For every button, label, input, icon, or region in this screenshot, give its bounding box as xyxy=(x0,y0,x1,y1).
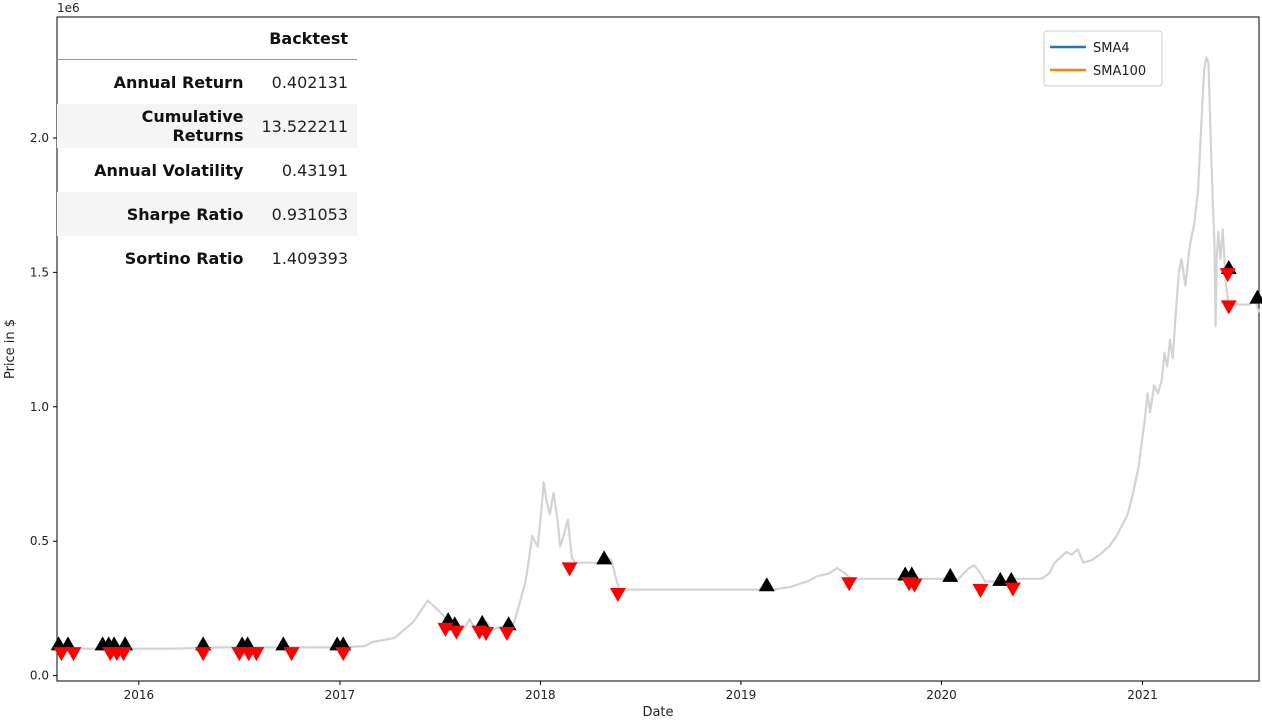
sell-signal-marker xyxy=(335,647,352,662)
x-axis-label: Date xyxy=(642,705,673,720)
stats-corner xyxy=(57,17,253,60)
stats-row-label: Sharpe Ratio xyxy=(57,192,253,236)
y-offset-label: 1e6 xyxy=(57,1,80,15)
stats-row: Cumulative Returns 13.522211 xyxy=(57,104,357,148)
stats-row: Sortino Ratio 1.409393 xyxy=(57,236,357,280)
buy-signal-layer xyxy=(50,260,1262,651)
stats-row-label: Cumulative Returns xyxy=(57,104,253,148)
buy-signal-marker xyxy=(758,577,775,592)
sell-signal-marker xyxy=(195,647,212,662)
x-tick-label: 2018 xyxy=(525,688,556,702)
legend-box xyxy=(1043,30,1163,87)
plot-frame xyxy=(56,16,1260,682)
buy-signal-marker xyxy=(117,636,134,651)
x-tick-label: 2017 xyxy=(325,688,356,702)
buy-signal-marker xyxy=(106,636,123,651)
price-series-line xyxy=(57,56,1261,650)
sell-signal-marker xyxy=(1220,300,1237,315)
sell-signal-marker xyxy=(283,647,300,662)
y-tick-label: 1.0 xyxy=(30,400,49,414)
buy-signal-marker xyxy=(596,550,613,565)
stats-row: Sharpe Ratio 0.931053 xyxy=(57,192,357,236)
stats-row-value: 1.409393 xyxy=(271,248,348,268)
sell-signal-marker xyxy=(972,583,989,598)
sell-signal-marker xyxy=(1219,268,1236,283)
sell-signal-marker xyxy=(841,577,858,592)
sell-signal-marker xyxy=(561,562,578,577)
stats-row: Annual Volatility 0.43191 xyxy=(57,148,357,192)
y-tick-label: 2.0 xyxy=(30,131,49,145)
buy-signal-marker xyxy=(275,636,292,651)
buy-signal-marker xyxy=(474,614,491,629)
stats-row-value: 0.43191 xyxy=(281,160,348,180)
y-tick-label: 0.0 xyxy=(30,669,49,683)
x-tick-label: 2019 xyxy=(726,688,757,702)
stats-header: Backtest xyxy=(252,17,357,60)
stats-row-label: Annual Volatility xyxy=(94,160,244,180)
sell-signal-marker xyxy=(498,626,515,641)
buy-signal-marker xyxy=(239,636,256,651)
buy-signal-marker xyxy=(903,566,920,581)
stats-row: Annual Return 0.402131 xyxy=(57,60,357,105)
legend-entry-sma100: SMA100 xyxy=(1093,64,1146,79)
x-tick-label: 2020 xyxy=(926,688,957,702)
sell-signal-layer xyxy=(53,268,1237,662)
sell-signal-marker xyxy=(448,625,465,640)
stats-row-label: Annual Return xyxy=(113,72,244,92)
stats-row-value: 0.402131 xyxy=(271,72,348,92)
legend: SMA4 SMA100 xyxy=(1043,30,1163,87)
buy-signal-marker xyxy=(59,636,76,651)
sell-signal-marker xyxy=(115,647,132,662)
stats-row-value: 13.522211 xyxy=(252,104,357,148)
sell-signal-marker xyxy=(53,647,70,662)
x-axis: 2016 2017 2018 2019 2020 2021 xyxy=(124,681,1158,702)
sell-signal-marker xyxy=(609,587,626,602)
buy-signal-marker xyxy=(335,636,352,651)
y-tick-label: 0.5 xyxy=(30,534,49,548)
legend-entry-sma4: SMA4 xyxy=(1093,41,1130,56)
buy-signal-marker xyxy=(992,571,1009,586)
stats-row-label: Sortino Ratio xyxy=(124,248,244,268)
y-tick-label: 1.5 xyxy=(30,265,49,279)
buy-signal-marker xyxy=(1249,289,1262,304)
backtest-stats-table: Backtest Annual Return 0.402131 Cumulati… xyxy=(57,17,357,280)
y-axis: 0.0 0.5 1.0 1.5 2.0 xyxy=(30,131,57,683)
y-axis-label: Price in $ xyxy=(3,319,18,379)
sell-signal-marker xyxy=(478,626,495,641)
x-tick-label: 2021 xyxy=(1127,688,1158,702)
buy-signal-marker xyxy=(1003,571,1020,586)
sell-signal-marker xyxy=(1004,582,1021,597)
x-tick-label: 2016 xyxy=(124,688,155,702)
buy-signal-marker xyxy=(195,636,212,651)
sell-signal-marker xyxy=(906,578,923,593)
sell-signal-marker xyxy=(65,647,82,662)
buy-signal-marker xyxy=(942,567,959,582)
sell-signal-marker xyxy=(248,647,265,662)
buy-signal-marker xyxy=(500,616,517,631)
series-layer xyxy=(57,56,1261,650)
stats-row-value: 0.931053 xyxy=(252,192,357,236)
